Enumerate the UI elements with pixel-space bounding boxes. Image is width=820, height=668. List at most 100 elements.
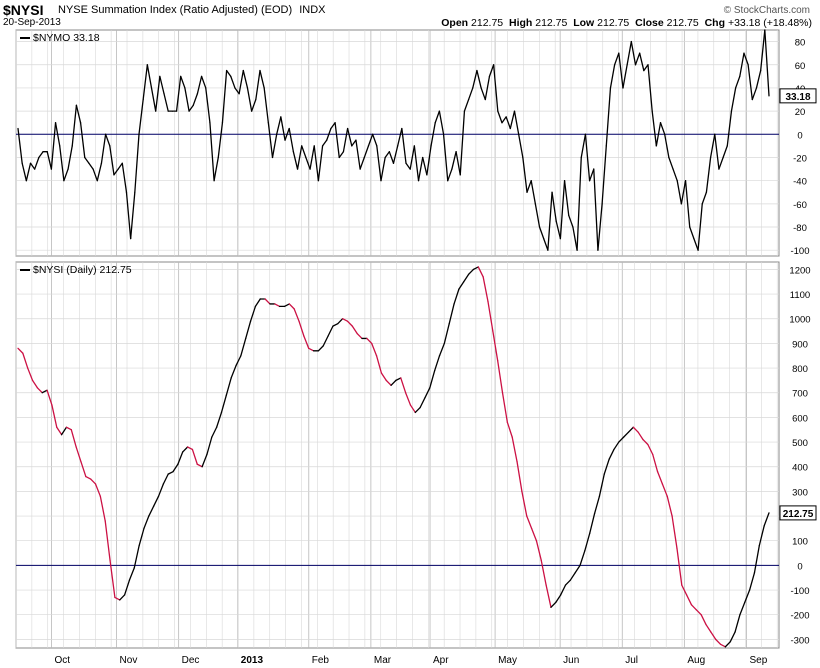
series-segment: [605, 87, 612, 147]
series-segment: [634, 52, 641, 66]
series-segment: [522, 156, 528, 193]
series-segment: [220, 394, 227, 414]
series-segment: [564, 579, 571, 586]
series-segment: [518, 133, 524, 159]
series-segment: [477, 266, 484, 278]
series-segment: [177, 451, 184, 465]
series-segment: [758, 525, 765, 547]
series-segment: [630, 40, 637, 66]
series-segment: [70, 429, 77, 448]
series-segment: [221, 69, 228, 124]
y-tick-label: 800: [792, 364, 808, 375]
series-segment: [267, 122, 274, 159]
series-segment: [38, 151, 44, 159]
series-segment: [283, 303, 290, 308]
series-segment: [322, 335, 329, 347]
series-segment: [763, 512, 770, 527]
series-segment: [693, 237, 699, 251]
x-tick-label: Apr: [433, 655, 449, 666]
series-segment: [744, 589, 751, 604]
series-segment: [274, 303, 281, 308]
series-segment: [526, 515, 533, 530]
series-segment: [574, 564, 581, 574]
open-label: Open: [441, 17, 469, 29]
series-segment: [430, 122, 436, 147]
series-segment: [205, 87, 211, 124]
series-segment: [153, 495, 160, 507]
series-segment: [167, 470, 174, 475]
series-segment: [734, 614, 741, 633]
series-segment: [288, 303, 295, 310]
series-segment: [501, 392, 509, 423]
series-segment: [747, 64, 753, 101]
series-segment: [526, 180, 532, 193]
series-segment: [36, 387, 43, 394]
series-segment: [739, 601, 746, 616]
y-tick-label: 80: [795, 38, 806, 49]
series-segment: [459, 110, 466, 176]
series-segment: [414, 406, 421, 414]
panel-frame: [15, 29, 780, 257]
series-segment: [175, 75, 182, 112]
series-segment: [186, 446, 194, 451]
x-tick-label: Feb: [312, 655, 330, 666]
series-segment: [579, 549, 586, 567]
series-segment: [492, 330, 499, 362]
series-segment: [29, 162, 36, 170]
series-segment: [676, 180, 683, 205]
series-segment: [263, 87, 269, 124]
series-segment: [568, 214, 574, 228]
series-segment: [447, 168, 453, 182]
y-tick-label: -200: [790, 611, 809, 622]
series-segment: [188, 104, 194, 112]
series-segment: [652, 453, 659, 473]
exchange-text: INDX: [299, 4, 326, 16]
series-segment: [400, 377, 407, 394]
series-segment: [550, 601, 557, 608]
series-segment: [448, 303, 455, 325]
series-segment: [666, 495, 673, 517]
series-segment: [700, 614, 707, 626]
series-segment: [458, 281, 465, 290]
series-segment: [714, 133, 720, 170]
series-segment: [647, 443, 654, 456]
series-segment: [560, 584, 567, 596]
series-segment: [697, 203, 703, 251]
series-segment: [390, 379, 397, 386]
credit-text[interactable]: © StockCharts.com: [723, 5, 810, 16]
series-segment: [627, 426, 634, 433]
series-segment: [109, 145, 115, 176]
series-segment: [56, 426, 63, 436]
last-value-label: 212.75: [783, 509, 814, 520]
series-segment: [472, 69, 478, 89]
series-segment: [434, 110, 441, 124]
series-segment: [608, 448, 615, 460]
series-segment: [113, 168, 119, 176]
series-segment: [685, 594, 693, 606]
y-tick-label: 1200: [789, 265, 810, 276]
series-segment: [722, 145, 728, 159]
last-value-box: [779, 505, 817, 521]
series-segment: [551, 191, 557, 222]
series-segment: [330, 122, 336, 130]
series-segment: [21, 162, 27, 182]
series-segment: [200, 75, 207, 89]
series-segment: [327, 325, 334, 337]
series-segment: [31, 379, 39, 389]
series-segment: [404, 392, 412, 406]
series-segment: [442, 133, 449, 182]
y-tick-label: 900: [792, 339, 808, 350]
series-segment: [632, 426, 639, 433]
series-segment: [569, 572, 576, 581]
chart-date: 20-Sep-2013: [3, 17, 61, 28]
series-segment: [530, 527, 538, 542]
series-segment: [250, 98, 257, 112]
series-segment: [332, 323, 339, 327]
series-segment: [355, 139, 361, 170]
series-segment: [342, 127, 349, 153]
series-segment: [123, 579, 131, 596]
series-segment: [284, 127, 290, 141]
series-segment: [593, 495, 601, 515]
x-tick-label: Jul: [625, 655, 638, 666]
